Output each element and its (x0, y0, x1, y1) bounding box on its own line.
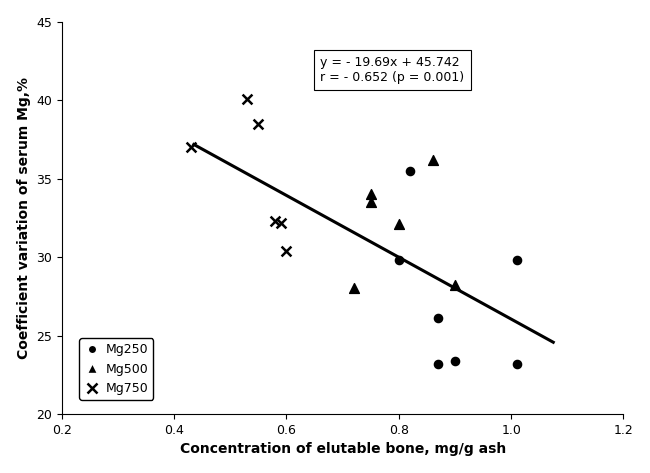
Mg500 (365, 191, 376, 198)
Mg750 (276, 219, 286, 227)
Legend: Mg250, Mg500, Mg750: Mg250, Mg500, Mg750 (79, 339, 153, 400)
Mg750 (242, 95, 252, 102)
Mg250 (433, 315, 443, 322)
Mg750 (186, 143, 196, 151)
Mg250 (512, 256, 522, 264)
Mg500 (394, 220, 404, 228)
Mg750 (270, 217, 280, 225)
Mg250 (405, 167, 415, 175)
X-axis label: Concentration of elutable bone, mg/g ash: Concentration of elutable bone, mg/g ash (179, 442, 506, 456)
Mg500 (450, 281, 460, 289)
Mg250 (394, 256, 404, 264)
Mg750 (254, 120, 264, 127)
Mg250 (512, 360, 522, 368)
Mg500 (427, 156, 437, 164)
Mg500 (348, 285, 359, 292)
Text: y = - 19.69x + 45.742
r = - 0.652 (p = 0.001): y = - 19.69x + 45.742 r = - 0.652 (p = 0… (320, 56, 464, 84)
Y-axis label: Coefficient variation of serum Mg,%: Coefficient variation of serum Mg,% (17, 77, 31, 359)
Mg250 (450, 357, 460, 365)
Mg250 (433, 360, 443, 368)
Mg750 (281, 247, 292, 254)
Mg500 (365, 198, 376, 206)
